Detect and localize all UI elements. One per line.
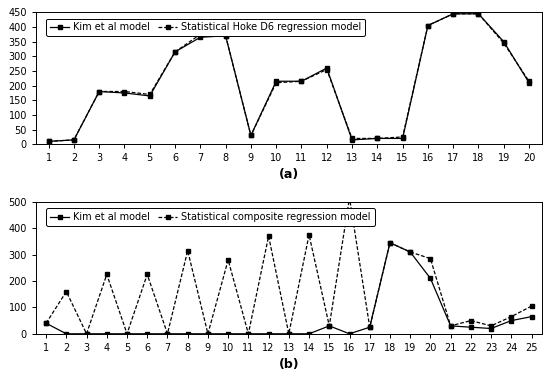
X-axis label: (a): (a) (279, 168, 299, 181)
Legend: Kim et al model, Statistical composite regression model: Kim et al model, Statistical composite r… (46, 208, 375, 226)
Legend: Kim et al model, Statistical Hoke D6 regression model: Kim et al model, Statistical Hoke D6 reg… (46, 19, 365, 36)
X-axis label: (b): (b) (278, 357, 299, 371)
